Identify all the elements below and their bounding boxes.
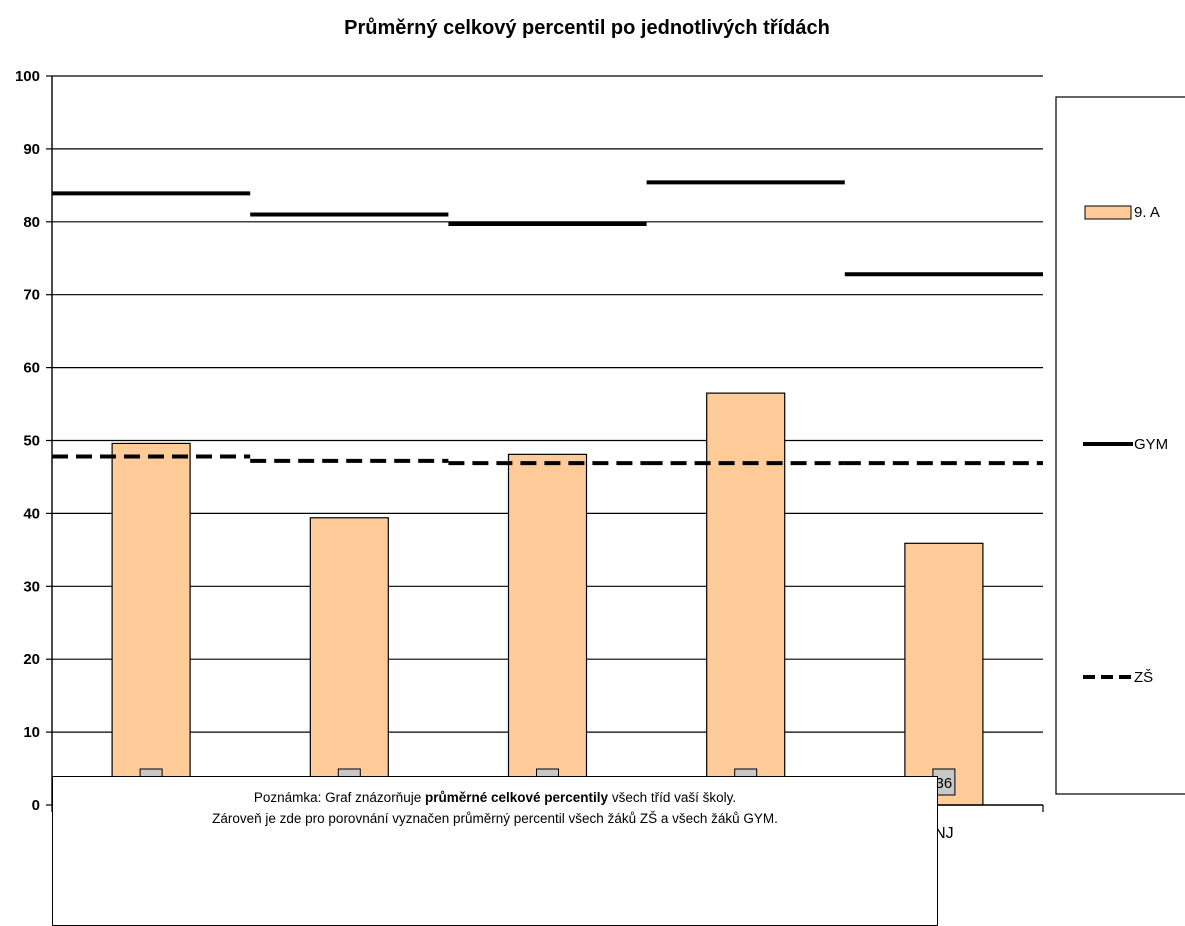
x-tick-label: NJ <box>934 825 954 842</box>
y-tick-label: 90 <box>23 141 40 158</box>
y-tick-label: 60 <box>23 360 40 377</box>
y-tick-label: 0 <box>32 797 40 814</box>
bar <box>507 453 588 806</box>
note-box: Poznámka: Graf znázorňuje průměrné celko… <box>52 776 938 926</box>
y-tick-label: 70 <box>23 287 40 304</box>
y-tick-label: 20 <box>23 651 40 668</box>
data-label: 36 <box>936 775 953 792</box>
chart-title: Průměrný celkový percentil po jednotlivý… <box>344 17 830 39</box>
bar <box>309 517 389 806</box>
y-tick-label: 30 <box>23 578 40 595</box>
reference-lines <box>52 180 1043 466</box>
legend-swatch <box>1084 205 1132 220</box>
y-tick-label: 50 <box>23 433 40 450</box>
y-tick-label: 80 <box>23 214 40 231</box>
y-tick-label: 100 <box>15 68 40 85</box>
note-line-1: Poznámka: Graf znázorňuje průměrné celko… <box>53 787 937 808</box>
legend-label: GYM <box>1134 436 1168 453</box>
legend: 9. A GYM ZŠ <box>1055 96 1185 795</box>
note-line-1-suffix: všech tříd vaší školy. <box>608 790 737 805</box>
note-line-2: Zároveň je zde pro porovnání vyznačen pr… <box>212 811 778 826</box>
legend-label: 9. A <box>1134 204 1160 221</box>
legend-label: ZŠ <box>1134 669 1153 686</box>
bar <box>706 392 786 806</box>
note-line-1-prefix: Poznámka: Graf znázorňuje <box>253 790 425 805</box>
bar <box>111 442 191 806</box>
y-tick-label: 10 <box>23 724 40 741</box>
bars: 5039485636 <box>111 392 984 806</box>
note-line-1-bold: průměrné celkové percentily <box>424 790 609 805</box>
bar <box>904 542 984 806</box>
y-tick-label: 40 <box>23 505 40 522</box>
